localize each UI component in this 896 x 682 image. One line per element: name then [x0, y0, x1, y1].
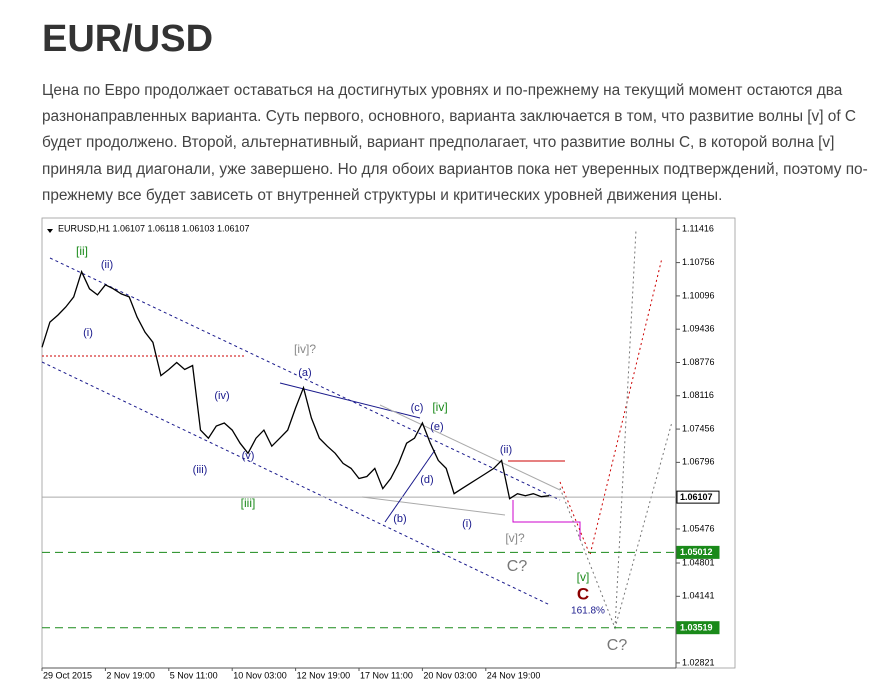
projection-gray-2 [614, 229, 637, 629]
wave-label: (d) [420, 474, 433, 486]
y-tick-label: 1.09436 [682, 324, 715, 334]
paragraph: Цена по Евро продолжает оставаться на до… [42, 82, 868, 204]
wave-label: (i) [83, 327, 93, 339]
x-tick-label: 20 Nov 03:00 [423, 670, 477, 680]
y-tick-label: 1.04141 [682, 591, 715, 601]
wave-label: [iii] [241, 496, 256, 510]
level-label: 1.05012 [680, 547, 713, 557]
menu-arrow [47, 229, 53, 233]
wave-label: [ii] [76, 244, 88, 258]
triangle-upper [379, 404, 561, 491]
x-tick-label: 10 Nov 03:00 [233, 670, 287, 680]
wave-label: [v] [577, 570, 590, 584]
wave-label: C? [507, 558, 528, 575]
chart-title: EURUSD,H1 1.06107 1.06118 1.06103 1.0610… [58, 223, 249, 233]
wave-label: 161.8% [571, 606, 605, 617]
x-tick-label: 17 Nov 11:00 [360, 670, 413, 680]
triangle-lower [361, 496, 506, 516]
wave-label: (ii) [101, 259, 113, 271]
wave-label: [iv] [432, 400, 447, 414]
chart-frame [41, 217, 736, 669]
wave-label: (iv) [214, 390, 229, 402]
level-box [676, 621, 720, 635]
y-tick-label: 1.08776 [682, 357, 715, 367]
x-tick-label: 29 Oct 2015 [43, 670, 92, 680]
x-tick-label: 2 Nov 19:00 [106, 670, 155, 680]
wave-label: C? [607, 637, 628, 654]
wave-label: (v) [242, 450, 255, 462]
y-tick-label: 1.07456 [682, 423, 715, 433]
level-box [676, 545, 720, 559]
x-tick-label: 12 Nov 19:00 [297, 670, 351, 680]
level-box [676, 490, 720, 504]
channel-upper [49, 257, 561, 501]
wave-label: (a) [298, 367, 311, 379]
magenta-box-line [512, 500, 581, 540]
wave-label: (iii) [193, 464, 208, 476]
wave-label: (i) [462, 518, 472, 530]
wave-label: (ii) [500, 444, 512, 456]
x-tick-label: 5 Nov 11:00 [170, 670, 218, 680]
y-tick-label: 1.04801 [682, 557, 715, 567]
wave-line [384, 449, 436, 523]
wave-label: [iv]? [294, 342, 316, 356]
y-tick-label: 1.10756 [682, 257, 715, 267]
y-tick-label: 1.02821 [682, 657, 715, 667]
x-tick-label: 24 Nov 19:00 [487, 670, 541, 680]
wave-label: [v]? [505, 531, 525, 545]
wave-label: C [577, 584, 589, 603]
channel-lower [41, 361, 551, 606]
y-tick-label: 1.08116 [682, 390, 714, 400]
title: EUR/USD [42, 18, 214, 60]
level-label: 1.06107 [680, 492, 713, 502]
y-tick-label: 1.06796 [682, 457, 715, 467]
y-tick-label: 1.11416 [682, 224, 714, 234]
projection-red [559, 257, 663, 557]
level-label: 1.03519 [680, 623, 713, 633]
wave-label: (e) [430, 421, 443, 433]
wave-label: (c) [411, 402, 424, 414]
y-tick-label: 1.05476 [682, 523, 715, 533]
price-line [41, 269, 550, 500]
wave-label: (b) [393, 513, 406, 525]
y-tick-label: 1.10096 [682, 290, 715, 300]
